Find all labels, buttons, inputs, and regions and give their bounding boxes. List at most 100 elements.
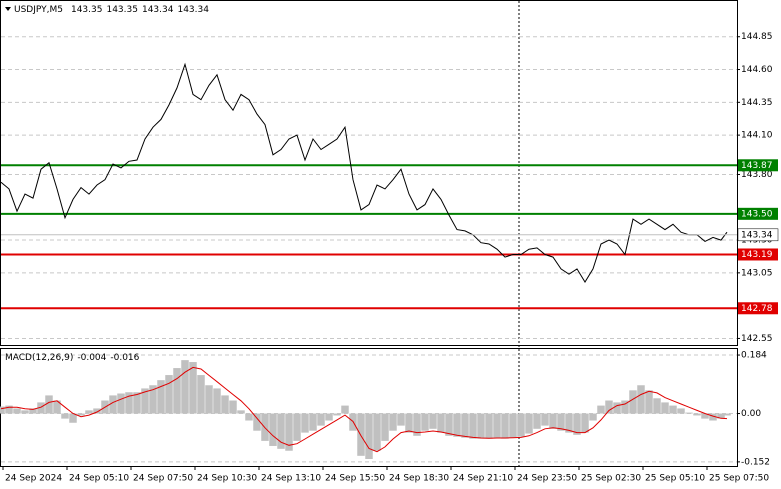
macd-bar: [693, 413, 701, 416]
macd-bar: [237, 410, 245, 414]
macd-bar: [197, 375, 205, 414]
macd-bar: [661, 402, 669, 414]
ohlc-value: 143.34: [177, 5, 209, 15]
macd-bar: [581, 413, 589, 433]
level-label-box: [738, 159, 778, 172]
y-tick-label: 143.80: [741, 170, 773, 180]
macd-bar: [605, 400, 613, 414]
x-tick-label: 24 Sep 07:50: [133, 474, 193, 484]
price-line: [0, 62, 728, 283]
macd-bar: [429, 413, 437, 429]
y-tick-label: 144.85: [741, 32, 773, 42]
macd-bar: [253, 413, 261, 431]
macd-bar: [549, 413, 557, 429]
macd-bar: [365, 413, 373, 460]
macd-bar: [541, 413, 549, 426]
macd-bar: [389, 413, 397, 431]
macd-bar: [213, 388, 221, 414]
macd-bar: [117, 393, 125, 414]
macd-bar: [141, 388, 149, 414]
macd-header: MACD(12,26,9) -0.004 -0.016: [5, 353, 140, 363]
macd-bar: [341, 405, 349, 414]
y-tick-label: 0.184: [741, 351, 767, 361]
macd-bar: [373, 413, 381, 451]
x-tick-label: 24 Sep 23:50: [517, 474, 577, 484]
macd-bar: [173, 368, 181, 414]
macd-bar: [573, 413, 581, 435]
signal-line: [0, 366, 728, 453]
macd-bar: [5, 405, 13, 414]
macd-bar: [597, 405, 605, 414]
macd-bar: [517, 413, 525, 437]
macd-bar: [53, 400, 61, 414]
macd-bar: [133, 392, 141, 414]
macd-bar: [653, 398, 661, 414]
macd-bar: [325, 413, 333, 421]
x-tick-label: 24 Sep 10:30: [197, 474, 257, 484]
macd-bar: [245, 413, 253, 421]
macd-bar: [501, 413, 509, 439]
macd-bar: [301, 413, 309, 433]
macd-bar: [309, 413, 317, 431]
macd-bar: [317, 413, 325, 426]
x-tick-label: 24 Sep 21:10: [453, 474, 513, 484]
macd-bar: [277, 413, 285, 449]
macd-bar: [45, 395, 53, 414]
macd-bar: [405, 413, 413, 433]
macd-bar: [469, 413, 477, 439]
macd-bar: [621, 400, 629, 414]
macd-bar: [493, 413, 501, 438]
macd-bar: [381, 413, 389, 441]
macd-bar: [485, 413, 493, 439]
macd-bar: [525, 413, 533, 434]
macd-bar: [613, 402, 621, 414]
macd-bar: [293, 413, 301, 441]
x-tick-label: 25 Sep 07:50: [709, 474, 769, 484]
macd-bar: [109, 395, 117, 414]
macd-bar: [29, 408, 37, 414]
y-tick-label: 144.35: [741, 98, 773, 108]
macd-bar: [723, 413, 731, 416]
macd-bar: [533, 413, 541, 429]
macd-bar: [445, 413, 453, 436]
level-label: 142.78: [741, 304, 773, 314]
macd-bar: [709, 413, 717, 421]
macd-bar: [453, 413, 461, 437]
last-price-box: [737, 228, 779, 242]
macd-bar: [165, 375, 173, 414]
macd-bar: [685, 412, 693, 414]
macd-bar: [557, 413, 565, 431]
macd-title: MACD(12,26,9): [5, 353, 73, 363]
macd-bar: [421, 413, 429, 431]
macd-bar: [477, 413, 485, 439]
macd-bar: [189, 362, 197, 414]
macd-bar: [565, 413, 573, 433]
macd-bar: [77, 413, 85, 416]
x-tick-label: 24 Sep 2024: [5, 474, 62, 484]
macd-bar: [509, 413, 517, 438]
last-price-label: 143.34: [741, 230, 773, 240]
macd-value: -0.016: [110, 353, 139, 363]
x-tick-label: 24 Sep 05:10: [69, 474, 129, 484]
price-panel: [0, 0, 738, 346]
macd-bar: [21, 410, 29, 414]
level-label-box: [738, 248, 778, 261]
y-tick-label: 0.00: [741, 409, 761, 419]
macd-bar: [333, 413, 341, 416]
macd-bar: [13, 408, 21, 414]
macd-bar: [677, 408, 685, 414]
macd-bar: [0, 406, 5, 414]
macd-bar: [221, 395, 229, 414]
macd-bar: [357, 413, 365, 456]
x-tick-label: 25 Sep 05:10: [645, 474, 705, 484]
x-tick-label: 24 Sep 13:10: [261, 474, 321, 484]
y-tick-label: 144.60: [741, 65, 773, 75]
macd-bar: [37, 402, 45, 414]
ohlc-value: 143.35: [71, 5, 103, 15]
macd-bar: [61, 413, 69, 419]
level-label: 143.50: [741, 209, 773, 219]
level-label-box: [738, 207, 778, 220]
macd-bar: [701, 413, 709, 419]
x-tick-label: 25 Sep 02:30: [581, 474, 641, 484]
